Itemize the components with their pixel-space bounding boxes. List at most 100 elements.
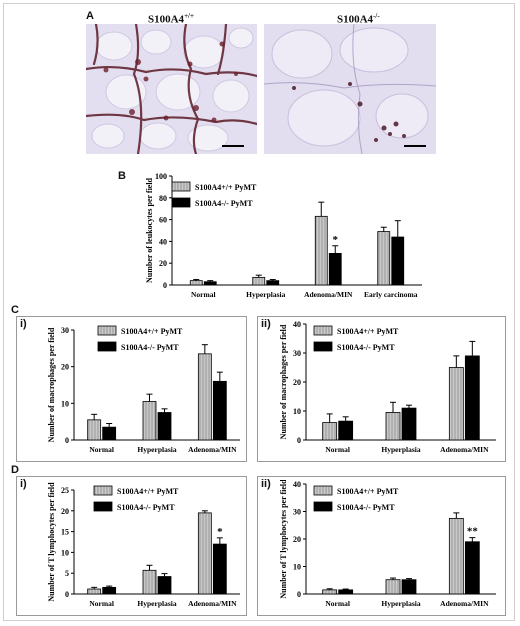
- legend-label-wildtype: S100A4+/+ PyMT: [337, 327, 399, 336]
- legend-swatch-knockout: [93, 501, 113, 512]
- legend-swatch-knockout: [171, 197, 191, 208]
- x-tick-label: Adenoma/MIN: [188, 599, 237, 608]
- panel-label-b: B: [118, 170, 126, 182]
- y-tick-label: 10: [61, 548, 69, 557]
- y-tick-label: 5: [65, 569, 69, 578]
- legend-swatch-wildtype: [171, 181, 191, 192]
- bar-knockout: [391, 236, 405, 286]
- bar-knockout: [157, 576, 172, 595]
- legend-label-knockout: S100A4-/- PyMT: [337, 503, 395, 512]
- y-tick-label: 20: [293, 378, 301, 387]
- micrograph-title-ko: S100A4-/-: [337, 12, 380, 26]
- legend-label-wildtype: S100A4+/+ PyMT: [117, 487, 179, 496]
- significance-marker: *: [333, 234, 339, 246]
- y-tick-label: 10: [293, 563, 301, 572]
- subpanel-c-ii-box: [257, 316, 506, 462]
- figure-frame: [3, 3, 515, 621]
- panel-label-c: C: [11, 304, 19, 316]
- x-tick-label: Normal: [89, 599, 114, 608]
- panel-label-d-i: i): [20, 478, 27, 490]
- y-axis-label: Number of leukocytes per field: [145, 177, 154, 283]
- y-tick-label: 0: [65, 436, 69, 445]
- x-tick-label: Hyperplasia: [137, 445, 176, 454]
- panel-label-d: D: [11, 464, 19, 476]
- bar-knockout: [338, 420, 354, 441]
- micrograph-ko-image: [264, 24, 436, 154]
- bar-knockout: [401, 407, 417, 441]
- y-tick-label: 30: [61, 326, 69, 335]
- x-tick-label: Normal: [191, 290, 216, 299]
- legend-swatch-wildtype: [93, 485, 113, 496]
- significance-marker: **: [467, 526, 479, 538]
- significance-marker: *: [217, 526, 223, 538]
- x-tick-label: Normal: [325, 599, 350, 608]
- y-tick-label: 0: [163, 281, 167, 290]
- bar-knockout: [401, 579, 417, 595]
- bar-wildtype: [448, 367, 464, 441]
- legend-swatch-knockout: [313, 501, 333, 512]
- y-tick-label: 40: [159, 237, 167, 246]
- y-tick-label: 100: [155, 172, 167, 181]
- y-tick-label: 20: [61, 507, 69, 516]
- micrograph-wt-image: [86, 24, 257, 154]
- bar-wildtype: [322, 422, 338, 441]
- legend-label-knockout: S100A4-/- PyMT: [337, 343, 395, 352]
- bar-wildtype: [252, 276, 266, 286]
- legend-swatch-wildtype: [313, 485, 333, 496]
- panel-label-c-i: i): [20, 318, 27, 330]
- y-axis-label: Number of T lymphocytes per field: [47, 482, 56, 602]
- legend-swatch-wildtype: [97, 325, 117, 336]
- subpanel-d-ii-box: [257, 476, 506, 616]
- y-tick-label: 0: [65, 590, 69, 599]
- x-tick-label: Adenoma/MIN: [304, 290, 353, 299]
- bar-knockout: [102, 586, 117, 595]
- x-tick-label: Adenoma/MIN: [188, 445, 237, 454]
- chart-c-i: 0 10 20 30 Number of macrophages per field No…: [47, 325, 240, 454]
- y-tick-label: 40: [293, 480, 301, 489]
- y-tick-label: 0: [297, 436, 301, 445]
- x-tick-label: Hyperplasia: [381, 445, 420, 454]
- bar-wildtype: [385, 579, 401, 595]
- y-tick-label: 0: [297, 590, 301, 599]
- bar-knockout: [464, 355, 480, 441]
- bar-wildtype: [87, 588, 102, 595]
- y-tick-label: 30: [293, 508, 301, 517]
- legend-label-wildtype: S100A4+/+ PyMT: [337, 487, 399, 496]
- x-tick-label: Normal: [89, 445, 114, 454]
- subpanel-d-i-box: [16, 476, 247, 616]
- legend-swatch-wildtype: [313, 325, 333, 336]
- y-tick-label: 40: [293, 320, 301, 329]
- legend-label-knockout: S100A4-/- PyMT: [121, 343, 179, 352]
- y-tick-label: 30: [293, 349, 301, 358]
- y-tick-label: 10: [61, 399, 69, 408]
- micrograph-title-wt: S100A4+/+: [148, 12, 194, 26]
- bar-wildtype: [197, 353, 212, 441]
- panel-label-d-ii: ii): [261, 478, 271, 490]
- chart-c-ii: 0 10 20 30 40 Number of macrophages per field…: [279, 320, 496, 454]
- chart-d-i: 0 5 10 15 20 25 Number of T lymphocytes per fi…: [47, 482, 240, 608]
- x-tick-label: Hyperplasia: [381, 599, 420, 608]
- bar-knockout: [203, 281, 217, 286]
- x-tick-label: Normal: [325, 445, 350, 454]
- bar-wildtype: [197, 512, 212, 595]
- legend-label-wildtype: S100A4+/+ PyMT: [121, 327, 183, 336]
- legend-label-knockout: S100A4-/- PyMT: [195, 199, 253, 208]
- y-tick-label: 20: [159, 259, 167, 268]
- x-tick-label: Hyperplasia: [137, 599, 176, 608]
- y-tick-label: 20: [61, 363, 69, 372]
- bar-knockout: [102, 426, 117, 441]
- bar-wildtype: [142, 401, 157, 441]
- bar-wildtype: [314, 215, 328, 286]
- y-tick-label: 80: [159, 194, 167, 203]
- x-tick-label: Adenoma/MIN: [440, 599, 489, 608]
- x-tick-label: Early carcinoma: [364, 290, 418, 299]
- y-tick-label: 15: [61, 528, 69, 537]
- subpanel-c-i-box: [16, 316, 247, 462]
- bar-wildtype: [448, 517, 464, 595]
- bar-wildtype: [377, 231, 391, 286]
- bar-wildtype: [385, 412, 401, 441]
- x-tick-label: Hyperplasia: [246, 290, 285, 299]
- bar-knockout: [212, 380, 227, 441]
- bar-knockout: [157, 412, 172, 441]
